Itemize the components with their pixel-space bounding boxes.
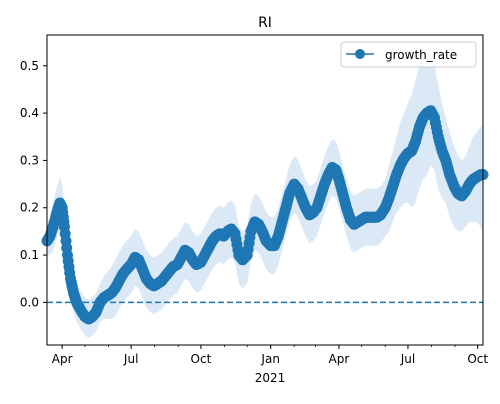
y-axis: 0.0 0.1 0.2 0.3 0.4 0.5 [20,59,47,309]
growth-rate-series [41,105,489,325]
x-tick-label: Apr [329,352,350,366]
y-tick-label: 0.4 [20,106,39,120]
x-tick-label: Apr [52,352,73,366]
y-tick-label: 0.1 [20,248,39,262]
x-tick-label: Jul [123,352,138,366]
legend-label-growth-rate: growth_rate [385,48,457,62]
y-tick-label: 0.3 [20,153,39,167]
y-tick-label: 0.2 [20,201,39,215]
chart-title: RI [258,15,272,31]
legend-marker-swatch [355,49,365,59]
x-year-label: 2021 [255,371,286,385]
x-tick-label: Oct [191,352,212,366]
y-tick-label: 0.0 [20,295,39,309]
x-tick-label: Jul [400,352,415,366]
x-tick-label: Oct [467,352,488,366]
x-axis: Apr Jul Oct Jan Apr Jul Oct [52,345,488,366]
y-tick-label: 0.5 [20,59,39,73]
confidence-band [47,51,483,338]
x-tick-label: Jan [260,352,280,366]
legend: growth_rate [340,41,477,68]
legend-box [340,41,477,68]
plot-frame [46,34,484,346]
confidence-band-area [47,51,483,338]
